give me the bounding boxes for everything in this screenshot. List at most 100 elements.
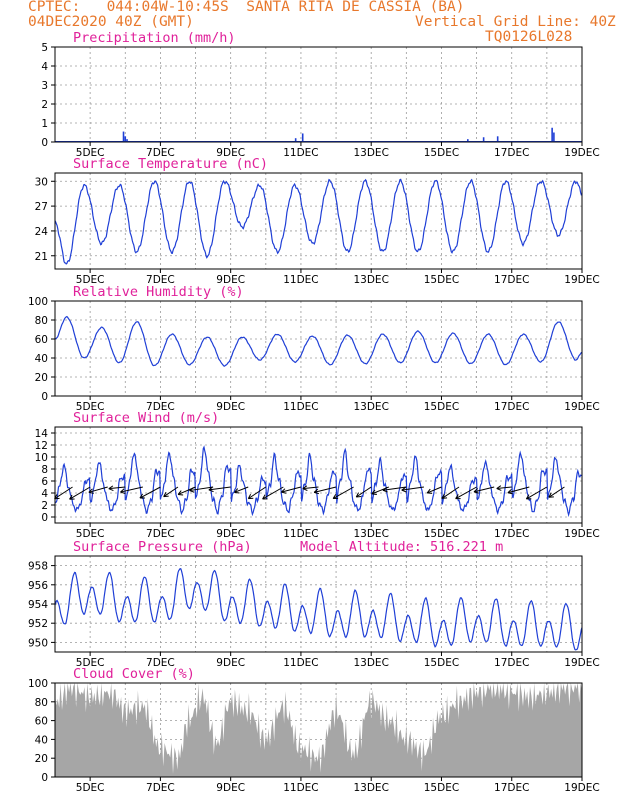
y-tick-label: 2	[41, 99, 48, 111]
y-tick-label: 8	[41, 464, 48, 476]
panel-title-precipitation: Precipitation (mm/h)	[73, 30, 236, 46]
wind-arrow	[120, 486, 143, 493]
panel-temperature: Surface Temperature (nC) 21 24 27 30 5DEC 7DEC…	[35, 156, 600, 286]
y-tick-label: 0	[41, 137, 48, 149]
y-tick-label: 20	[35, 753, 48, 765]
x-tick-label: 7DEC	[146, 147, 175, 159]
wind-arrow-head	[208, 486, 214, 493]
plot-area-precipitation	[55, 127, 582, 142]
x-tick-label: 17DEC	[494, 401, 529, 413]
wind-arrow-head	[401, 486, 407, 493]
x-tick-label: 13DEC	[353, 401, 388, 413]
wind-arrow	[139, 486, 161, 499]
x-tick-label: 13DEC	[353, 528, 388, 540]
y-tick-label: 20	[35, 372, 48, 384]
wind-arrow-head	[313, 488, 320, 495]
wind-arrow-head	[382, 486, 388, 493]
wind-arrow	[455, 486, 477, 500]
plot-area-temperature	[54, 178, 583, 265]
wind-arrow	[401, 486, 424, 491]
x-tick-label: 15DEC	[424, 401, 459, 413]
y-tick-label: 60	[35, 716, 48, 728]
wind-arrow-head	[177, 490, 184, 496]
plot-area-pressure	[54, 568, 583, 651]
y-tick-label: 80	[35, 697, 48, 709]
wind-arrow	[88, 486, 108, 493]
y-tick-label: 40	[35, 734, 48, 746]
wind-arrow-head	[88, 488, 94, 494]
wind-arrow	[426, 486, 442, 494]
panel-humidity: Relative Humidity (%) 0 20 40 60 80 100 5DEC 7DE…	[28, 284, 600, 413]
y-tick-label: 3	[41, 80, 48, 92]
x-tick-label: 5DEC	[76, 657, 105, 669]
x-tick-label: 11DEC	[283, 147, 318, 159]
y-tick-label: 12	[35, 440, 48, 452]
y-tick-label: 956	[28, 580, 48, 592]
wind-arrow	[248, 486, 267, 500]
panel-frame	[54, 300, 583, 397]
x-tick-label: 11DEC	[283, 274, 318, 286]
wind-arrow-head	[496, 485, 502, 491]
x-tick-label: 5DEC	[76, 274, 105, 286]
wind-arrow-head	[426, 488, 433, 494]
x-tick-label: 7DEC	[146, 401, 175, 413]
x-tick-label: 11DEC	[283, 528, 318, 540]
wind-arrow-head	[69, 494, 75, 500]
wind-arrow	[314, 486, 337, 493]
wind-arrow-head	[234, 488, 240, 494]
x-tick-label: 15DEC	[424, 274, 459, 286]
wind-arrow	[302, 486, 319, 490]
x-tick-label: 19DEC	[564, 274, 599, 286]
x-tick-label: 19DEC	[564, 401, 599, 413]
header-datetime: 04DEC2020 40Z (GMT)	[28, 14, 194, 30]
wind-arrow	[548, 486, 565, 498]
plot-area-cloud-cover	[55, 683, 582, 777]
y-tick-label: 27	[35, 201, 48, 213]
wind-arrow-head	[262, 494, 268, 500]
panel-frame	[54, 172, 583, 270]
x-tick-label: 5DEC	[76, 782, 105, 794]
y-tick-label: 100	[28, 296, 48, 308]
x-tick-label: 11DEC	[283, 782, 318, 794]
wind-arrow-head	[281, 488, 287, 494]
wind-arrow	[526, 486, 548, 500]
x-tick-label: 13DEC	[353, 657, 388, 669]
y-tick-label: 14	[35, 428, 49, 440]
wind-arrow	[163, 486, 179, 498]
wind-arrow	[234, 486, 249, 493]
wind-arrow	[507, 486, 530, 494]
x-tick-label: 17DEC	[494, 274, 529, 286]
y-tick-label: 6	[41, 476, 48, 488]
x-tick-label: 7DEC	[146, 274, 175, 286]
x-tick-label: 15DEC	[424, 657, 459, 669]
wind-arrow	[332, 486, 354, 499]
x-tick-label: 7DEC	[146, 528, 175, 540]
wind-arrow-head	[355, 492, 362, 498]
wind-arrow-head	[441, 493, 448, 499]
y-tick-label: 4	[41, 488, 48, 500]
wind-arrow-head	[247, 493, 254, 500]
wind-arrow	[108, 486, 126, 490]
header-grid-line: Vertical Grid Line: 40Z	[415, 14, 616, 30]
panel-frame	[54, 426, 583, 524]
plot-area-wind	[54, 445, 583, 518]
y-tick-label: 950	[28, 637, 48, 649]
panel-precipitation: Precipitation (mm/h) 0 1 2 3 4 5 5DEC 7DEC 9DEC 11…	[41, 30, 599, 159]
wind-arrow	[473, 486, 495, 493]
x-tick-label: 13DEC	[353, 147, 388, 159]
wind-arrow-head	[332, 494, 339, 500]
y-tick-label: 80	[35, 315, 48, 327]
x-tick-label: 17DEC	[494, 657, 529, 669]
x-tick-label: 13DEC	[353, 274, 388, 286]
y-tick-label: 0	[41, 772, 48, 784]
series-line-wind	[54, 445, 583, 518]
x-tick-label: 15DEC	[424, 782, 459, 794]
y-tick-label: 40	[35, 353, 48, 365]
header-model-id: TQ0126L028	[485, 29, 573, 45]
wind-arrow-head	[120, 488, 126, 494]
panel-title-pressure: Surface Pressure (hPa)	[73, 539, 252, 555]
y-tick-label: 0	[41, 391, 48, 403]
wind-arrow-head	[302, 485, 308, 491]
x-tick-label: 9DEC	[216, 147, 245, 159]
